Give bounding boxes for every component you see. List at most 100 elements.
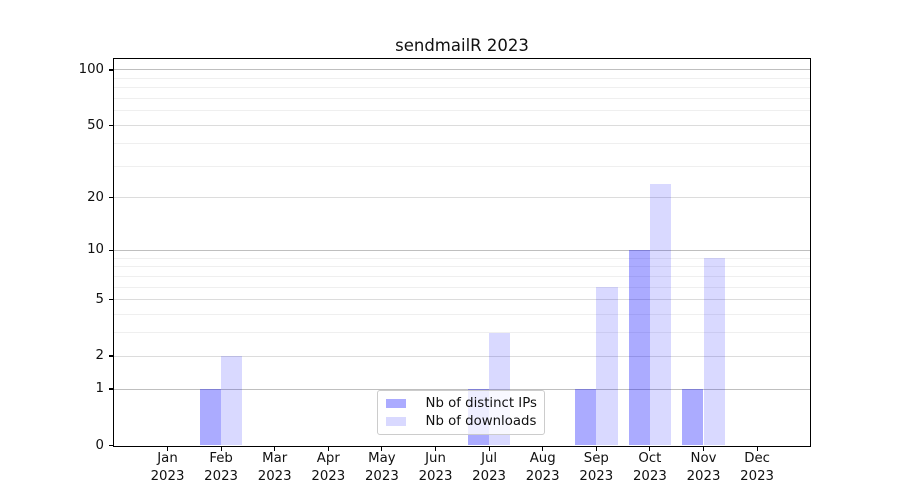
gridline-major bbox=[114, 197, 810, 199]
gridline-major bbox=[114, 388, 810, 390]
x-tick-mark bbox=[274, 446, 276, 451]
x-tick-mark bbox=[166, 446, 169, 451]
y-tick-mark bbox=[109, 444, 114, 447]
gridline-minor bbox=[114, 165, 810, 167]
y-tick-mark bbox=[109, 388, 114, 390]
x-tick-label: Aug 2023 bbox=[498, 450, 588, 485]
legend-label-distinct-ips: Nb of distinct IPs bbox=[425, 396, 537, 411]
legend-item-distinct-ips: Nb of distinct IPs bbox=[386, 396, 537, 411]
x-tick-label-line: Jan bbox=[157, 451, 178, 466]
x-tick-label: Jul 2023 bbox=[444, 450, 534, 485]
y-tick-label: 20 bbox=[87, 189, 104, 205]
x-tick-mark bbox=[595, 446, 597, 451]
x-tick-label-line: 2023 bbox=[150, 468, 185, 484]
gridline-minor bbox=[114, 286, 810, 288]
x-tick-label-line: 2023 bbox=[579, 468, 614, 484]
x-tick-label-line: 2023 bbox=[525, 468, 560, 484]
legend-item-downloads: Nb of downloads bbox=[386, 414, 536, 429]
bar-distinct-ips bbox=[199, 389, 222, 446]
bar-distinct-ips bbox=[628, 250, 650, 446]
x-tick-label-line: 2023 bbox=[740, 468, 775, 484]
gridline-minor bbox=[114, 266, 810, 268]
y-tick-label: 2 bbox=[95, 348, 104, 364]
y-tick-label: 1 bbox=[95, 381, 104, 397]
x-tick-label: Sep 2023 bbox=[551, 450, 641, 485]
gridline-major bbox=[114, 355, 810, 357]
gridline-minor bbox=[114, 98, 810, 100]
gridline-minor bbox=[114, 332, 810, 334]
bar-downloads bbox=[596, 287, 618, 446]
bar-downloads bbox=[703, 258, 725, 446]
y-tick-label: 5 bbox=[95, 291, 104, 307]
x-tick-mark bbox=[327, 446, 329, 451]
x-tick-mark bbox=[702, 446, 705, 451]
gridline-minor bbox=[114, 110, 810, 112]
x-tick-label: Oct 2023 bbox=[605, 450, 695, 485]
x-tick-label: Jan 2023 bbox=[123, 450, 213, 485]
legend-swatch-distinct-ips-icon bbox=[386, 399, 406, 408]
gridline-minor bbox=[114, 257, 810, 259]
x-tick-mark bbox=[488, 446, 490, 451]
x-tick-label-line: Sep bbox=[583, 451, 609, 466]
x-tick-label: Jun 2023 bbox=[391, 450, 481, 485]
x-tick-label: Feb 2023 bbox=[176, 450, 266, 485]
x-tick-label-line: Dec bbox=[744, 451, 770, 466]
gridline-major bbox=[114, 125, 810, 127]
legend: Nb of distinct IPs Nb of downloads bbox=[377, 390, 545, 435]
x-tick-label-line: 2023 bbox=[686, 468, 721, 484]
x-tick-label: Nov 2023 bbox=[659, 450, 749, 485]
x-tick-mark bbox=[756, 446, 758, 451]
x-tick-label: Dec 2023 bbox=[712, 450, 802, 485]
x-tick-mark bbox=[220, 446, 222, 451]
gridline-minor bbox=[114, 77, 810, 79]
y-tick-label: 50 bbox=[87, 117, 104, 133]
x-tick-label: Mar 2023 bbox=[230, 450, 320, 485]
x-tick-label: May 2023 bbox=[337, 450, 427, 485]
x-tick-label-line: Feb bbox=[209, 451, 233, 466]
x-tick-label-line: 2023 bbox=[472, 468, 507, 484]
gridline-minor bbox=[114, 314, 810, 316]
x-tick-label-line: Nov bbox=[690, 451, 717, 466]
gridline-minor bbox=[114, 142, 810, 144]
x-tick-label: Apr 2023 bbox=[283, 450, 373, 485]
x-tick-mark bbox=[649, 446, 651, 451]
y-tick-mark bbox=[109, 69, 114, 71]
y-tick-mark bbox=[109, 299, 114, 301]
x-tick-label-line: Apr bbox=[316, 451, 340, 466]
legend-swatch-downloads-icon bbox=[386, 417, 406, 426]
y-tick-mark bbox=[109, 124, 114, 127]
x-tick-label-line: Mar bbox=[262, 451, 288, 466]
y-tick-label: 10 bbox=[87, 242, 104, 258]
x-tick-label-line: 2023 bbox=[418, 468, 453, 484]
x-tick-mark bbox=[542, 446, 544, 451]
y-tick-label: 0 bbox=[95, 437, 104, 453]
y-tick-mark bbox=[109, 355, 114, 357]
x-tick-label-line: May bbox=[368, 451, 396, 466]
bar-downloads bbox=[649, 183, 672, 446]
bar-downloads bbox=[221, 356, 243, 446]
y-tick-label: 100 bbox=[78, 61, 104, 77]
x-tick-label-line: 2023 bbox=[204, 468, 239, 484]
x-tick-label-line: Jun bbox=[425, 451, 446, 466]
gridline-major bbox=[114, 249, 810, 251]
bar-distinct-ips bbox=[682, 389, 704, 446]
x-tick-label-line: Oct bbox=[638, 451, 662, 466]
x-tick-mark bbox=[434, 446, 437, 451]
legend-label-downloads: Nb of downloads bbox=[425, 414, 537, 429]
chart-title: sendmailR 2023 bbox=[395, 36, 529, 55]
y-tick-mark bbox=[109, 249, 114, 251]
x-tick-label-line: 2023 bbox=[257, 468, 292, 484]
x-tick-label-line: Aug bbox=[529, 451, 556, 466]
gridline-major bbox=[114, 299, 810, 301]
gridline-major bbox=[114, 69, 810, 71]
x-tick-label-line: 2023 bbox=[364, 468, 399, 484]
x-tick-mark bbox=[381, 446, 383, 451]
x-tick-label-line: 2023 bbox=[311, 468, 346, 484]
x-tick-label-line: Jul bbox=[481, 451, 498, 466]
x-tick-label-line: 2023 bbox=[632, 468, 667, 484]
plot-area bbox=[113, 58, 811, 447]
gridline-minor bbox=[114, 275, 810, 277]
gridline-minor bbox=[114, 87, 810, 89]
y-tick-mark bbox=[109, 197, 114, 199]
